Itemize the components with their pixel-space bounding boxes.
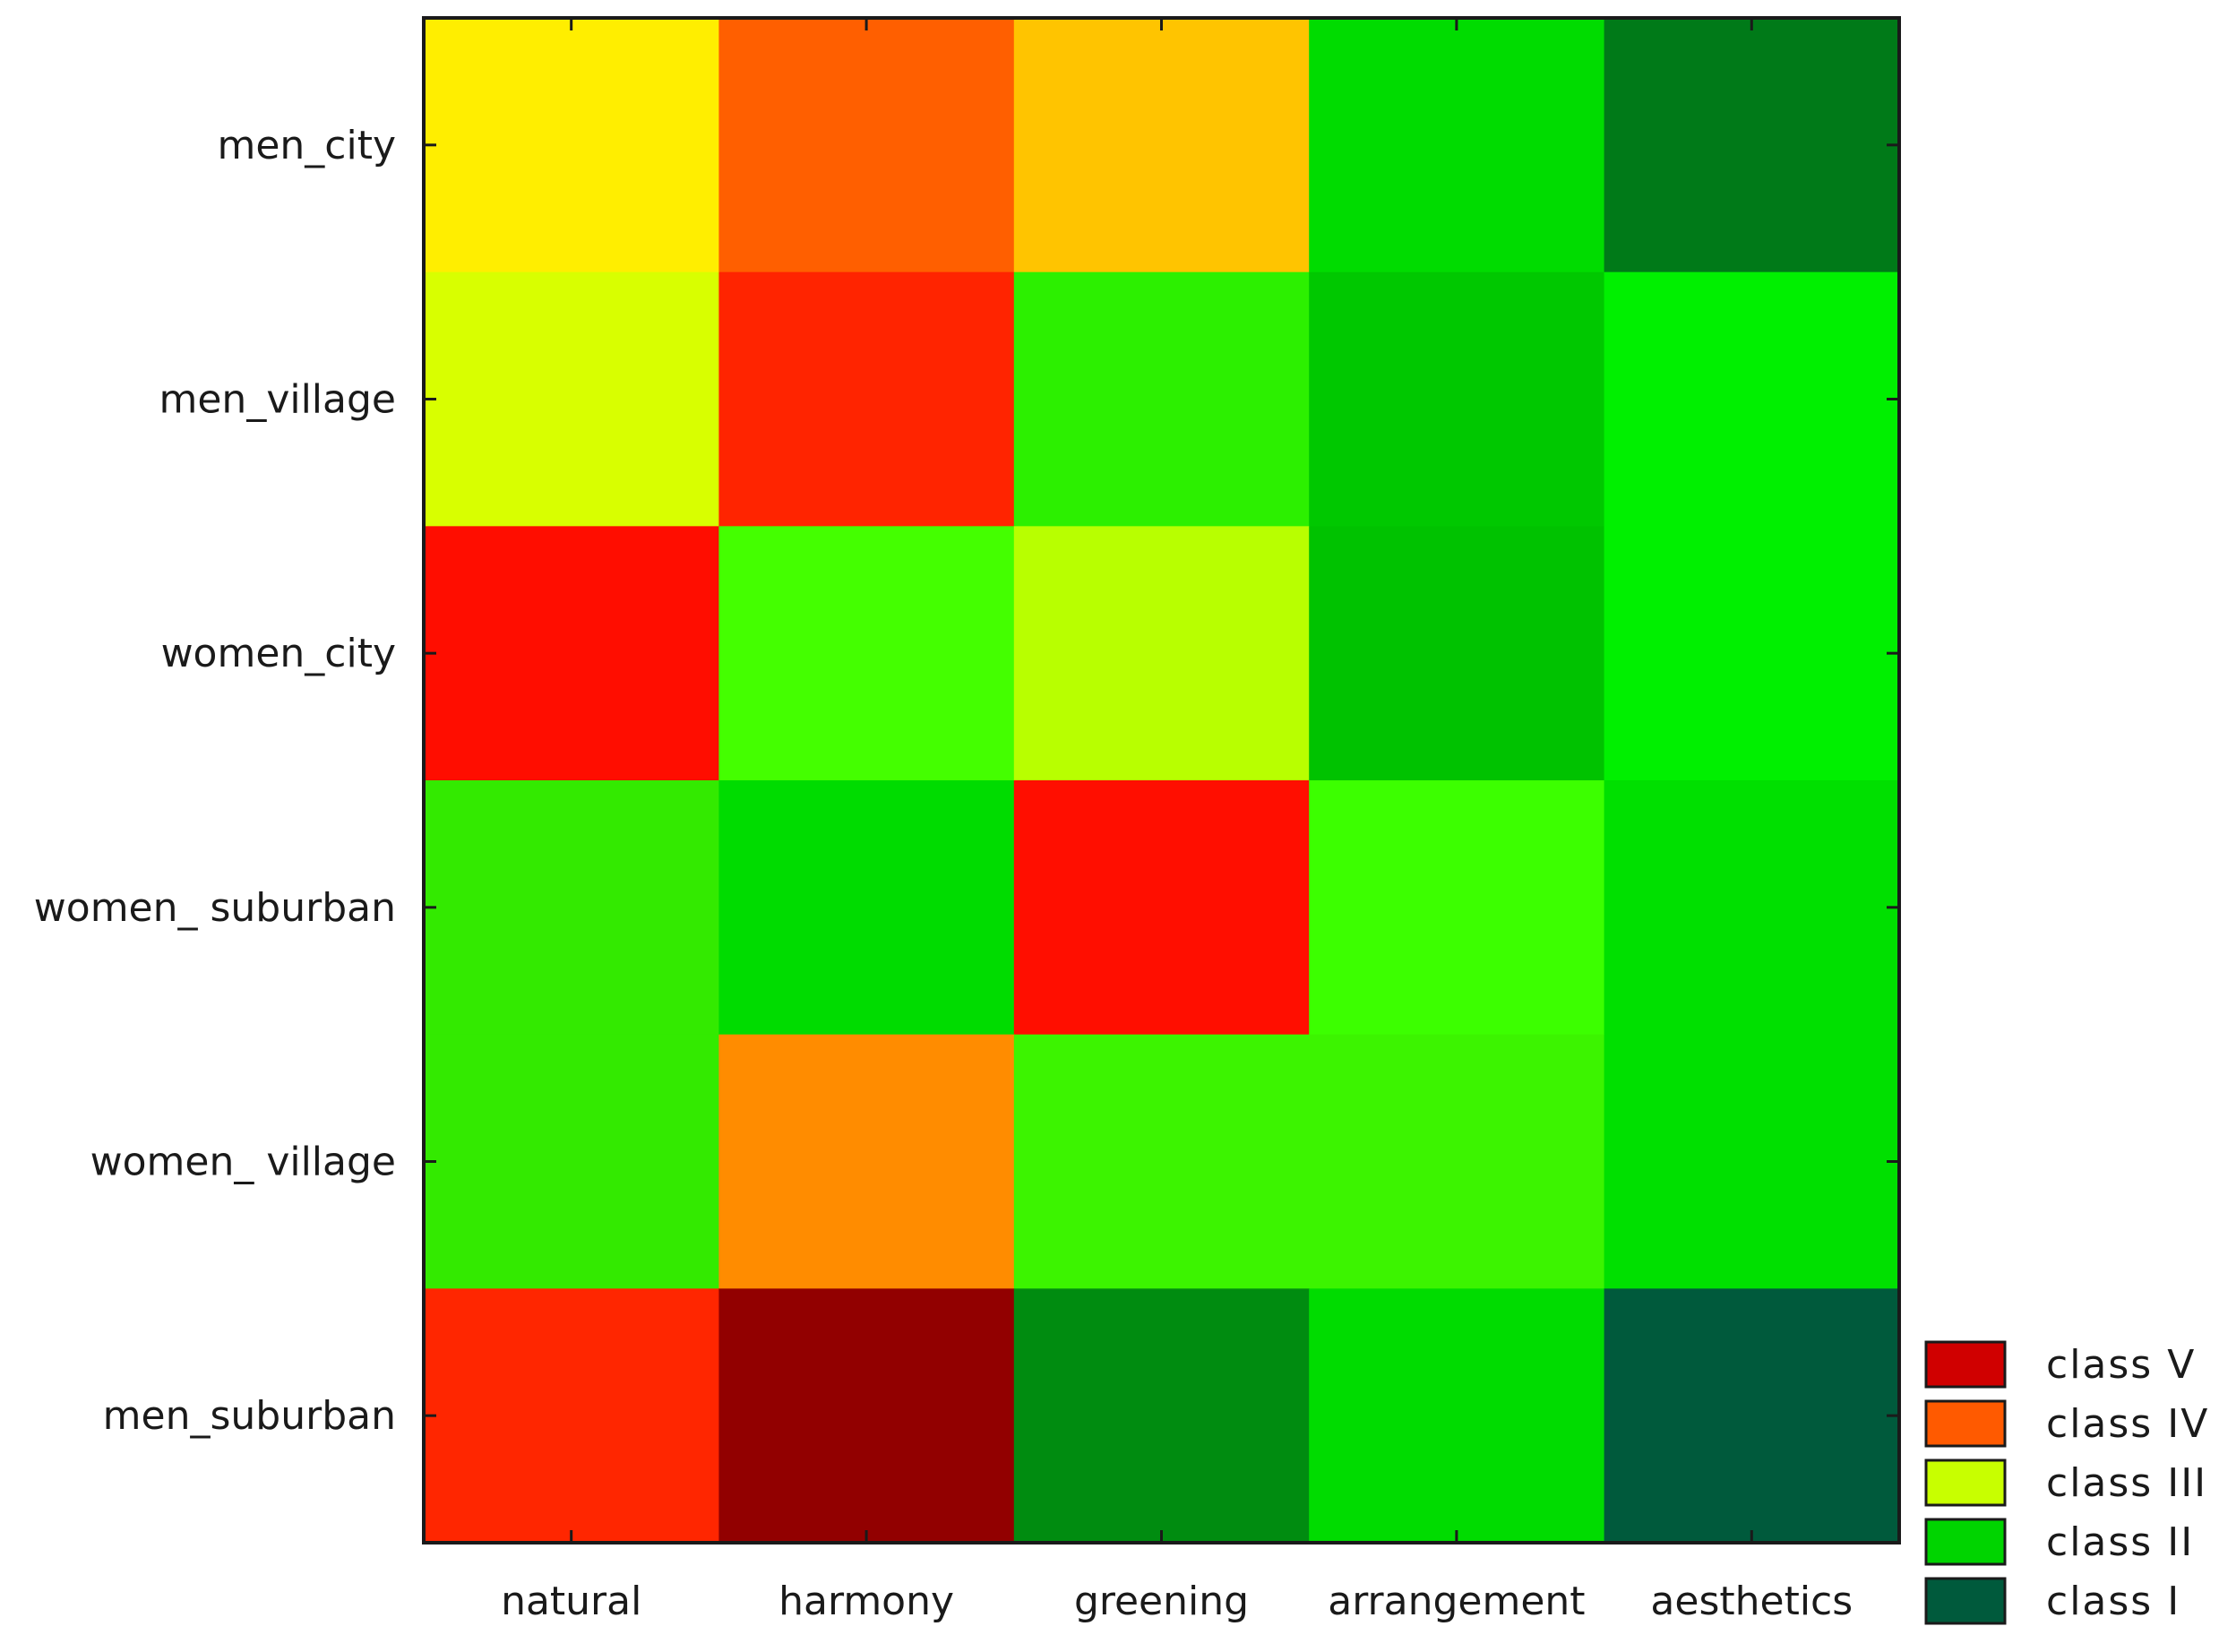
axis-ticks [424, 18, 1899, 1543]
heatmap-cell-4-1 [718, 1034, 1015, 1289]
heatmap-cells [424, 18, 1900, 1544]
heatmap-cell-1-1 [718, 271, 1015, 527]
heatmap-cell-4-2 [1013, 1034, 1310, 1289]
y-tick-label: men_suburban [103, 1393, 396, 1439]
y-axis-labels: men_city men_village women_city women_ subu… [34, 123, 396, 1439]
heatmap-cell-3-1 [718, 780, 1015, 1036]
heatmap-cell-1-3 [1309, 271, 1605, 527]
x-axis-labels: natural harmony greening arrangement aesthet… [501, 1579, 1853, 1624]
heatmap-cell-4-3 [1309, 1034, 1605, 1289]
heatmap-cell-5-3 [1309, 1288, 1605, 1544]
heatmap-cell-5-4 [1604, 1288, 1900, 1544]
y-tick-label: women_ village [90, 1140, 396, 1185]
heatmap-cell-2-0 [424, 526, 719, 781]
heatmap-cell-5-1 [718, 1288, 1015, 1544]
heatmap-cell-5-0 [424, 1288, 719, 1544]
legend: class V class IV class III class II class I [1924, 1340, 2209, 1625]
heatmap-cell-0-4 [1604, 18, 1900, 273]
heatmap-cell-2-2 [1013, 526, 1310, 781]
legend-label: class V [2046, 1342, 2196, 1388]
x-tick-label: arrangement [1328, 1579, 1585, 1624]
heatmap-cell-4-0 [424, 1034, 719, 1289]
x-tick-label: harmony [778, 1579, 954, 1624]
x-tick-label: greening [1074, 1579, 1249, 1624]
heatmap-cell-1-2 [1013, 271, 1310, 527]
y-tick-label: men_city [217, 123, 396, 168]
heatmap-cell-0-3 [1309, 18, 1605, 273]
heatmap-cell-1-0 [424, 271, 719, 527]
heatmap-cell-3-3 [1309, 780, 1605, 1036]
heatmap-cell-4-4 [1604, 1034, 1900, 1289]
heatmap-cell-5-2 [1013, 1288, 1310, 1544]
heatmap-cell-0-1 [718, 18, 1015, 273]
heatmap-cell-2-4 [1604, 526, 1900, 781]
legend-swatch [1924, 1340, 2007, 1389]
heatmap-cell-3-0 [424, 780, 719, 1036]
heatmap-cell-3-2 [1013, 780, 1310, 1036]
legend-label: class III [2046, 1460, 2207, 1506]
legend-label: class IV [2046, 1401, 2209, 1447]
heatmap-cell-0-2 [1013, 18, 1310, 273]
legend-label: class I [2046, 1579, 2180, 1624]
y-tick-label: women_ suburban [34, 885, 396, 931]
legend-swatch [1924, 1577, 2007, 1625]
y-tick-label: men_village [159, 377, 397, 423]
x-tick-label: aesthetics [1650, 1579, 1853, 1624]
heatmap-cell-3-4 [1604, 780, 1900, 1036]
legend-swatch [1924, 1399, 2007, 1448]
heatmap-cell-1-4 [1604, 271, 1900, 527]
heatmap-cell-0-0 [424, 18, 719, 273]
y-tick-label: women_city [161, 631, 396, 676]
legend-swatch [1924, 1518, 2007, 1566]
heatmap-cell-2-1 [718, 526, 1015, 781]
heatmap-cell-2-3 [1309, 526, 1605, 781]
legend-label: class II [2046, 1519, 2194, 1565]
legend-swatch [1924, 1458, 2007, 1507]
x-tick-label: natural [501, 1579, 641, 1624]
